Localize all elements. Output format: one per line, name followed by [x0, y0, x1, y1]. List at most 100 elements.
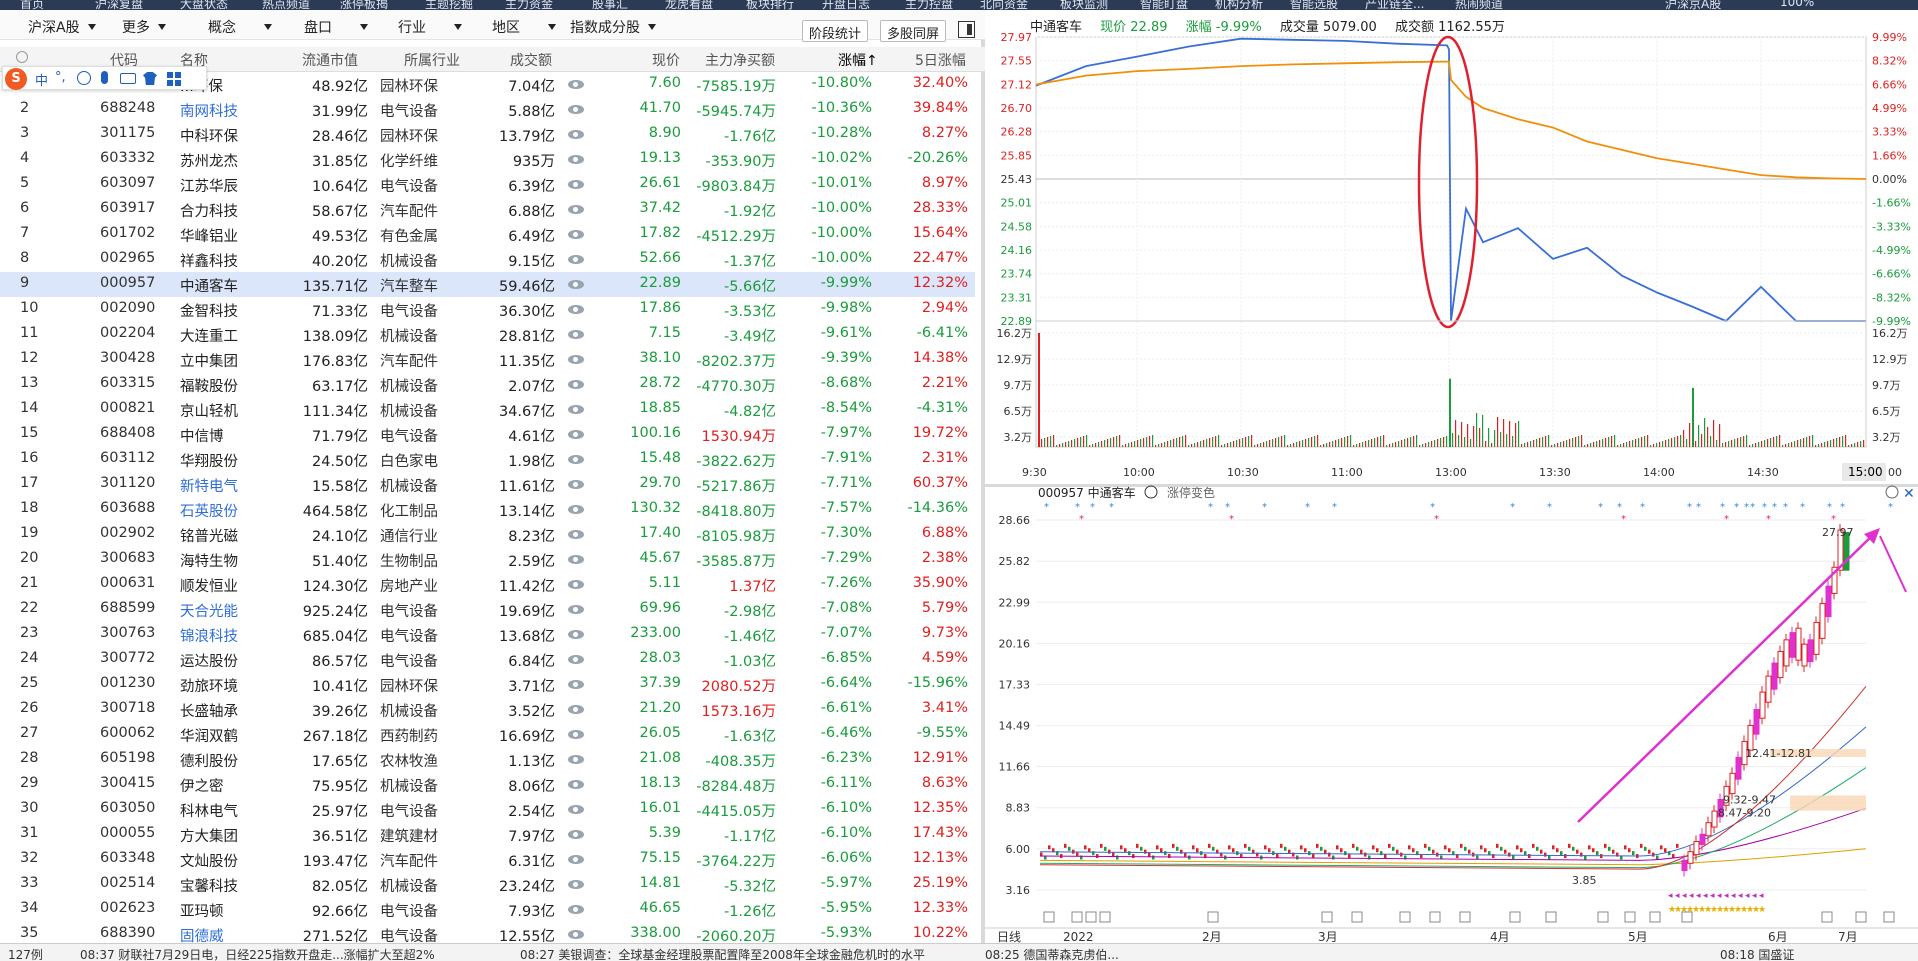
top-menu-item[interactable]: 机构分析: [1215, 0, 1264, 10]
col-flow[interactable]: 主力净买额: [705, 53, 775, 69]
col-industry[interactable]: 所属行业: [404, 53, 460, 69]
filter-index-constituents[interactable]: 指数成分股: [570, 17, 656, 37]
eye-icon[interactable]: [568, 105, 584, 114]
table-row[interactable]: 28 605198 德利股份 17.65亿 农林牧渔 1.13亿 21.08 -408.35万…: [0, 747, 975, 772]
table-row[interactable]: 16 603112 华翔股份 24.50亿 白色家电 1.98亿 15.48 -3822.62…: [0, 447, 975, 472]
eye-icon[interactable]: [568, 830, 584, 839]
top-menu-item[interactable]: 智能盯盘: [1140, 0, 1189, 10]
table-row[interactable]: 25 001230 劲旅环境 10.41亿 园林环保 3.71亿 37.39 2080.52万…: [0, 672, 975, 697]
news-ticker-1[interactable]: 08:37 财联社7月29日电，日经225指数开盘走...涨幅扩大至超2%: [80, 948, 435, 961]
keyboard-icon[interactable]: [120, 73, 136, 84]
filter-more[interactable]: 更多: [122, 17, 166, 37]
eye-icon[interactable]: [568, 480, 584, 489]
eye-icon[interactable]: [568, 780, 584, 789]
eye-icon[interactable]: [568, 380, 584, 389]
col-cap[interactable]: 流通市值: [302, 53, 358, 69]
layout-toggle-icon[interactable]: [958, 21, 975, 38]
table-row[interactable]: 19 002902 铭普光磁 24.10亿 通信行业 8.23亿 17.40 -8105.98…: [0, 522, 975, 547]
col-price[interactable]: 现价: [652, 53, 680, 69]
multi-screen-button[interactable]: 多股同屏: [880, 20, 947, 42]
table-row[interactable]: 22 688599 天合光能 925.24亿 电气设备 19.69亿 69.96 -2.98亿…: [0, 597, 975, 622]
eye-icon[interactable]: [568, 630, 584, 639]
settings-icon[interactable]: [16, 51, 28, 63]
table-row[interactable]: 5 603097 江苏华辰 10.64亿 电气设备 6.39亿 26.61 -9803.84万…: [0, 172, 975, 197]
table-row[interactable]: 20 300683 海特生物 51.40亿 生物制品 2.59亿 45.67 -3585.87…: [0, 547, 975, 572]
eye-icon[interactable]: [568, 180, 584, 189]
eye-icon[interactable]: [568, 880, 584, 889]
eye-icon[interactable]: [568, 155, 584, 164]
table-row[interactable]: 33 002514 宝馨科技 82.05亿 机械设备 23.24亿 14.81 -5.32亿 -…: [0, 872, 975, 897]
table-row[interactable]: 9 000957 中通客车 135.71亿 汽车整车 59.46亿 22.89 -5.66亿 -…: [0, 272, 975, 297]
table-row[interactable]: 18 603688 石英股份 464.58亿 化工制品 13.14亿 130.32 -8418…: [0, 497, 975, 522]
table-row[interactable]: 6 603917 合力科技 58.67亿 汽车配件 6.88亿 37.42 -1.92亿 -10…: [0, 197, 975, 222]
filter-industry[interactable]: 行业: [398, 17, 462, 37]
ime-toolbar[interactable]: S 中 °,: [2, 66, 207, 90]
filter-region[interactable]: 地区: [492, 17, 556, 37]
top-menu-item[interactable]: 热闹频道: [1455, 0, 1504, 10]
table-row[interactable]: 31 000055 方大集团 36.51亿 建筑建材 7.97亿 5.39 -1.17亿 -6.…: [0, 822, 975, 847]
eye-icon[interactable]: [568, 355, 584, 364]
top-menu-item[interactable]: 板块监测: [1060, 0, 1109, 10]
top-menu-item[interactable]: 智能选股: [1290, 0, 1339, 10]
table-row[interactable]: 24 300772 运达股份 86.57亿 电气设备 6.84亿 28.03 -1.03亿 -6…: [0, 647, 975, 672]
col-name[interactable]: 名称: [180, 53, 208, 69]
table-row[interactable]: 7 601702 华峰铝业 49.53亿 有色金属 6.49亿 17.82 -4512.29万…: [0, 222, 975, 247]
eye-icon[interactable]: [568, 805, 584, 814]
eye-icon[interactable]: [568, 430, 584, 439]
filter-market-depth[interactable]: 盘口: [304, 17, 368, 37]
eye-icon[interactable]: [568, 730, 584, 739]
eye-icon[interactable]: [568, 905, 584, 914]
eye-icon[interactable]: [568, 505, 584, 514]
top-menu-item[interactable]: 100%: [1780, 0, 1815, 9]
col-volume[interactable]: 成交额: [510, 53, 552, 69]
eye-icon[interactable]: [568, 230, 584, 239]
top-menu-item[interactable]: 热点频道: [262, 0, 311, 10]
table-row[interactable]: 12 300428 立中集团 176.83亿 汽车配件 11.35亿 38.10 -8202.…: [0, 347, 975, 372]
top-menu-item[interactable]: 股事汇: [592, 0, 629, 10]
eye-icon[interactable]: [568, 280, 584, 289]
eye-icon[interactable]: [568, 930, 584, 939]
top-menu-item[interactable]: 主力资金: [505, 0, 554, 10]
top-menu-item[interactable]: 北向资金: [980, 0, 1029, 10]
filter-concept[interactable]: 概念: [208, 17, 272, 37]
eye-icon[interactable]: [568, 205, 584, 214]
table-row[interactable]: 4 603332 苏州龙杰 31.85亿 化学纤维 935万 19.13 -353.90万 -1…: [0, 147, 975, 172]
top-menu-item[interactable]: 首页: [20, 0, 45, 10]
eye-icon[interactable]: [568, 555, 584, 564]
table-row[interactable]: 23 300763 锦浪科技 685.04亿 电气设备 13.68亿 233.00 -1.46…: [0, 622, 975, 647]
col-change[interactable]: 涨幅↑: [838, 53, 878, 69]
table-row[interactable]: 15 688408 中信博 71.79亿 电气设备 4.61亿 100.16 1530.94万…: [0, 422, 975, 447]
col-code[interactable]: 代码: [110, 53, 138, 69]
top-menu-item[interactable]: 产业链全...: [1365, 0, 1425, 10]
top-menu-item[interactable]: 主力控盘: [905, 0, 954, 10]
top-menu-item[interactable]: 涨停板揭: [340, 0, 389, 10]
eye-icon[interactable]: [568, 680, 584, 689]
eye-icon[interactable]: [568, 705, 584, 714]
top-menu-item[interactable]: 沪深复盘: [95, 0, 144, 10]
eye-icon[interactable]: [568, 405, 584, 414]
eye-icon[interactable]: [568, 605, 584, 614]
top-menu-item[interactable]: 板块排行: [746, 0, 795, 10]
table-row[interactable]: 29 300415 伊之密 75.95亿 机械设备 8.06亿 18.13 -8284.48万…: [0, 772, 975, 797]
eye-icon[interactable]: [568, 580, 584, 589]
col-five-day[interactable]: 5日涨幅: [915, 53, 966, 69]
emoji-icon[interactable]: [77, 71, 91, 85]
skin-icon[interactable]: [143, 72, 157, 85]
table-row[interactable]: 27 600062 华润双鹤 267.18亿 西药制药 16.69亿 26.05 -1.63亿…: [0, 722, 975, 747]
eye-icon[interactable]: [568, 80, 584, 89]
toolbox-icon[interactable]: [167, 72, 173, 78]
news-ticker-2[interactable]: 08:27 美银调查：全球基金经理股票配置降至2008年全球金融危机时的水平: [520, 948, 925, 961]
stage-stats-button[interactable]: 阶段统计: [802, 20, 869, 42]
filter-market[interactable]: 沪深A股: [28, 17, 96, 37]
eye-icon[interactable]: [568, 330, 584, 339]
table-row[interactable]: 17 301120 新特电气 15.58亿 机械设备 11.61亿 29.70 -5217.8…: [0, 472, 975, 497]
table-row[interactable]: 10 002090 金智科技 71.33亿 电气设备 36.30亿 17.86 -3.53亿 -…: [0, 297, 975, 322]
table-row[interactable]: 11 002204 大连重工 138.09亿 机械设备 28.81亿 7.15 -3.49亿 -…: [0, 322, 975, 347]
top-menu-item[interactable]: 沪深京A股: [1665, 0, 1722, 10]
table-row[interactable]: 32 603348 文灿股份 193.47亿 汽车配件 6.31亿 75.15 -3764.2…: [0, 847, 975, 872]
eye-icon[interactable]: [568, 755, 584, 764]
eye-icon[interactable]: [568, 530, 584, 539]
eye-icon[interactable]: [568, 455, 584, 464]
eye-icon[interactable]: [568, 130, 584, 139]
microphone-icon[interactable]: [101, 71, 108, 84]
